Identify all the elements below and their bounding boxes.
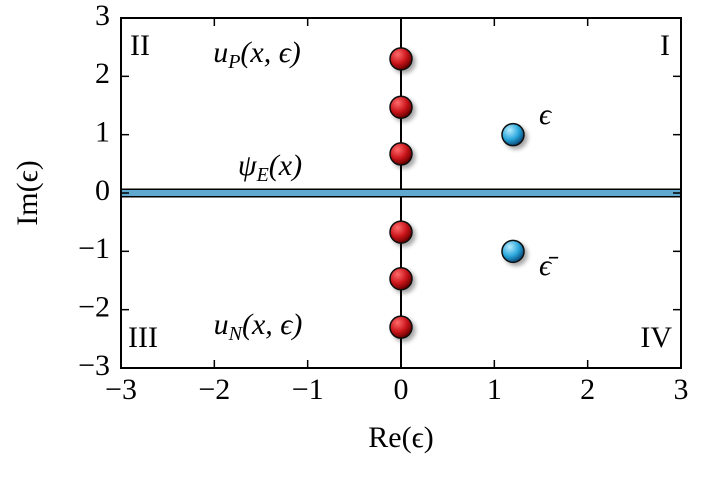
- point: [389, 47, 413, 71]
- annotation-args: (x, ϵ): [240, 36, 300, 69]
- x-tick-label: 2: [580, 373, 595, 406]
- x-axis-label: Re(ϵ): [368, 421, 433, 454]
- annotation-rest: (x, ϵ): [240, 36, 300, 69]
- quadrant-label: III: [128, 321, 158, 354]
- annotation: ϵ̄: [539, 249, 559, 282]
- annotation-rest: (x, ϵ): [242, 308, 302, 341]
- quadrant-label: II: [130, 29, 150, 62]
- quadrant-label: IV: [640, 321, 672, 354]
- x-tick-label: −1: [292, 373, 324, 406]
- point: [501, 122, 525, 147]
- y-tick-label: 1: [95, 116, 110, 149]
- annotation-base: ψ: [238, 149, 258, 182]
- y-axis-label: Im(ϵ): [11, 160, 44, 225]
- y-tick-label: −1: [78, 232, 110, 265]
- quadrant-label: I: [660, 29, 670, 62]
- annotation-subscript: E: [256, 164, 269, 186]
- point: [501, 239, 525, 264]
- annotation-args: (x, ϵ): [242, 308, 302, 341]
- annotation-subscript: N: [228, 323, 244, 345]
- y-tick-label: −3: [78, 349, 110, 382]
- annotation-base: ϵ: [539, 98, 553, 131]
- plot-frame: [120, 17, 682, 369]
- annotation: uP(x, ϵ): [213, 36, 301, 73]
- point: [389, 315, 413, 339]
- annotation-subscript: P: [227, 51, 240, 73]
- y-tick-label: 0: [95, 174, 110, 207]
- x-tick-label: 0: [394, 373, 409, 406]
- point: [389, 142, 413, 166]
- point: [389, 95, 413, 119]
- x-tick-label: −2: [198, 373, 230, 406]
- x-tick-label: −3: [105, 373, 137, 406]
- x-tick-label: 3: [674, 373, 689, 406]
- y-tick-label: 2: [95, 57, 110, 90]
- annotation-rest: (x): [269, 149, 302, 182]
- x-tick-label: 1: [487, 373, 502, 406]
- annotation-args: (x): [269, 149, 302, 182]
- point: [389, 220, 413, 244]
- point: [389, 267, 413, 291]
- y-tick-label: 3: [95, 0, 110, 32]
- annotation-base: ϵ̄: [539, 249, 559, 282]
- annotation: uN(x, ϵ): [214, 308, 303, 345]
- annotation: ψE(x): [238, 149, 302, 186]
- annotation-base: u: [214, 308, 229, 341]
- annotation-base: u: [213, 36, 228, 69]
- annotation: ϵ: [539, 98, 553, 131]
- y-tick-label: −2: [78, 291, 110, 324]
